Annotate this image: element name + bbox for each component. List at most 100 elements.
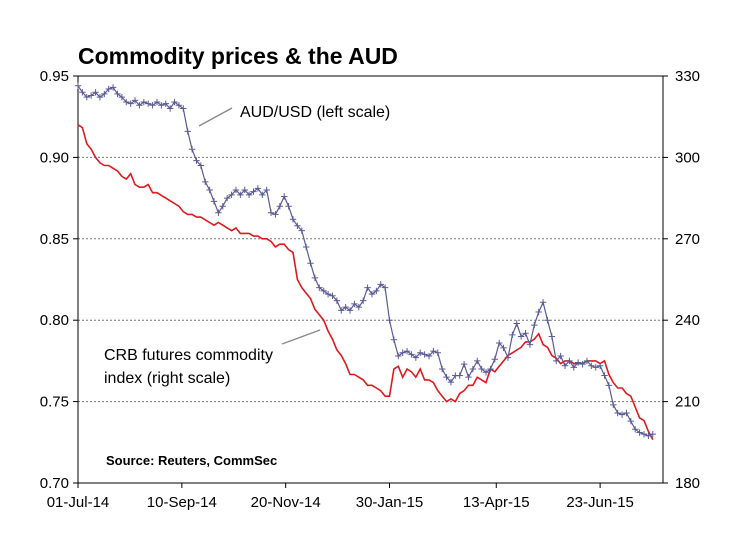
right-tick-label: 210 [675, 394, 700, 411]
aud-usd-point [351, 300, 358, 308]
aud-usd-point [522, 330, 529, 337]
aud-usd-point [583, 357, 591, 365]
aud-usd-point [496, 339, 503, 347]
aud-usd-point [478, 365, 485, 373]
aud-usd-point [430, 347, 437, 355]
aud-usd-line [77, 85, 654, 437]
aud-usd-point [355, 303, 362, 311]
aud-usd-point [92, 89, 99, 96]
aud-usd-point [333, 297, 341, 304]
aud-usd-point [526, 341, 534, 348]
left-tick-label: 0.70 [40, 475, 69, 492]
left-axis: 0.70 0.75 0.80 0.85 0.90 0.95 [40, 68, 78, 492]
aud-usd-point [417, 349, 424, 356]
aud-usd-point [241, 186, 248, 194]
aud-usd-point [237, 191, 244, 199]
aud-usd-point [210, 198, 218, 205]
crb-index-series [77, 124, 654, 440]
aud-usd-point [438, 365, 446, 373]
aud-usd-point [153, 98, 161, 106]
aud-usd-point [447, 378, 455, 386]
left-tick-label: 0.85 [40, 231, 69, 248]
right-axis: 180 210 240 270 300 330 [663, 68, 700, 492]
aud-usd-point [425, 352, 433, 360]
aud-usd-point [285, 203, 292, 210]
aud-annotation-pointer [198, 107, 233, 127]
aud-usd-point [324, 290, 332, 298]
aud-usd-series [74, 82, 656, 439]
aud-usd-point [359, 297, 367, 304]
right-tick-label: 330 [675, 68, 700, 85]
aud-usd-point [557, 352, 564, 360]
aud-usd-point [386, 317, 393, 324]
aud-usd-point [640, 430, 648, 438]
aud-usd-point [513, 320, 520, 327]
aud-usd-point [601, 372, 608, 379]
aud-usd-point [636, 429, 643, 436]
series-layer [74, 82, 656, 440]
aud-usd-point [566, 357, 573, 365]
aud-usd-point [329, 292, 336, 299]
aud-usd-point [180, 105, 187, 112]
aud-usd-point [610, 401, 617, 409]
aud-usd-point [465, 373, 472, 381]
aud-usd-point [267, 209, 275, 216]
aud-usd-point [504, 354, 512, 361]
aud-usd-point [491, 356, 499, 363]
aud-usd-point [469, 365, 477, 373]
aud-usd-point [96, 93, 104, 101]
crb-annotation-pointer [281, 329, 321, 345]
aud-usd-point [162, 100, 169, 107]
x-tick-label: 30-Jan-15 [356, 494, 424, 511]
aud-usd-point [123, 98, 130, 106]
aud-usd-point [223, 194, 231, 202]
aud-usd-point [114, 90, 121, 98]
aud-usd-point [614, 409, 621, 417]
plot-frame [77, 75, 664, 484]
aud-usd-point [474, 357, 481, 365]
aud-usd-point [381, 284, 389, 291]
aud-usd-point [79, 89, 86, 96]
aud-usd-point [561, 362, 569, 369]
aud-usd-point [605, 382, 613, 389]
aud-usd-point [544, 317, 551, 324]
aud-usd-point [74, 82, 82, 89]
aud-usd-point [175, 102, 183, 109]
x-tick-label: 10-Sep-14 [147, 494, 217, 511]
aud-usd-point [206, 186, 213, 194]
aud-usd-point [364, 284, 371, 291]
aud-usd-point [320, 287, 327, 295]
aud-usd-point [188, 146, 196, 153]
grid-lines [78, 156, 663, 403]
aud-usd-point [531, 321, 538, 329]
aud-usd-point [645, 432, 652, 439]
aud-usd-point [109, 84, 117, 91]
aud-usd-point [487, 365, 494, 373]
aud-usd-point [276, 203, 284, 210]
aud-usd-point [408, 351, 415, 358]
aud-usd-point [548, 333, 556, 340]
aud-usd-point [145, 100, 152, 107]
aud-usd-point [281, 193, 288, 200]
aud-usd-point [228, 191, 235, 199]
x-tick-label: 23-Jun-15 [566, 494, 634, 511]
aud-usd-point [171, 98, 178, 106]
aud-usd-point [311, 274, 319, 282]
aud-usd-point [250, 188, 257, 195]
aud-usd-point [263, 186, 270, 194]
aud-usd-point [377, 281, 384, 288]
aud-usd-point [127, 100, 134, 107]
aud-usd-point [149, 102, 156, 109]
aud-usd-point [579, 360, 586, 368]
aud-usd-point [623, 409, 630, 417]
aud-usd-point [136, 102, 143, 109]
aud-usd-point [87, 92, 95, 99]
x-tick-label: 13-Apr-15 [463, 494, 530, 511]
aud-usd-point [140, 98, 148, 106]
chart-title: Commodity prices & the AUD [78, 43, 398, 69]
aud-usd-point [390, 336, 398, 343]
crb-index-line [77, 124, 654, 440]
aud-usd-point [193, 157, 200, 164]
